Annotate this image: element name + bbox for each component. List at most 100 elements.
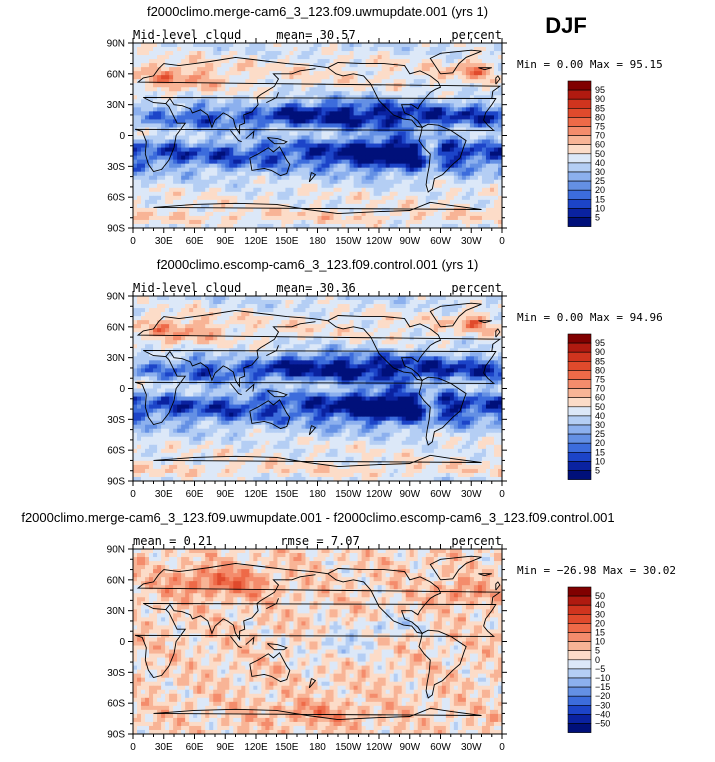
heatmap-cell [453,135,459,140]
heatmap-cell [349,79,354,84]
heatmap-cell [177,107,182,112]
heatmap-cell [405,111,411,116]
heatmap-cell [349,47,354,52]
heatmap-cell [365,135,371,140]
heatmap-cell [317,187,322,193]
heatmap-cell [149,43,154,48]
heatmap-cell [281,47,286,52]
heatmap-cell [177,111,182,116]
heatmap-cell [253,300,258,305]
heatmap-cell [333,103,338,108]
heatmap-cell [217,99,222,104]
heatmap-cell [301,91,306,96]
heatmap-cell [485,151,491,157]
heatmap-cell [317,47,322,52]
heatmap-cell [389,151,395,157]
heatmap-cell [421,223,427,229]
heatmap-cell [177,135,182,140]
heatmap-cell [181,219,186,225]
heatmap-cell [409,175,415,181]
heatmap-cell [253,75,258,80]
heatmap-cell [233,187,238,193]
heatmap-cell [489,119,495,124]
heatmap-cell [137,151,142,157]
heatmap-cell [497,139,503,144]
heatmap-cell [301,111,306,116]
heatmap-cell [437,159,443,165]
heatmap-cell [181,71,186,76]
heatmap-cell [349,211,354,217]
heatmap-cell [189,215,194,221]
heatmap-cell [381,143,387,148]
heatmap-cell [173,47,178,52]
heatmap-cell [161,131,166,136]
heatmap-cell [161,320,166,325]
heatmap-cell [297,111,302,116]
heatmap-cell [165,115,170,120]
heatmap-cell [277,159,282,165]
heatmap-cell [293,179,298,185]
heatmap-cell [301,135,306,140]
heatmap-cell [233,199,238,205]
heatmap-cell [157,191,162,197]
heatmap-cell [229,143,234,148]
heatmap-cell [449,103,455,108]
heatmap-cell [137,147,142,152]
heatmap-cell [149,91,154,96]
heatmap-cell [441,183,447,189]
heatmap-cell [433,47,439,52]
heatmap-cell [157,171,162,177]
heatmap-cell [497,91,503,96]
heatmap-cell [445,91,451,96]
heatmap-cell [341,155,346,161]
heatmap-cell [393,171,399,177]
heatmap-cell [441,179,447,185]
heatmap-cell [389,143,395,148]
heatmap-cell [389,163,395,169]
heatmap-cell [217,296,222,301]
heatmap-cell [429,219,435,225]
heatmap-cell [225,43,230,48]
heatmap-cell [177,159,182,165]
heatmap-cell [217,59,222,64]
heatmap-cell [497,71,503,76]
heatmap-cell [365,47,371,52]
heatmap-cell [373,95,379,100]
heatmap-cell [385,191,391,197]
heatmap-cell [233,167,238,173]
heatmap-cell [285,143,290,148]
panel-title: f2000climo.escomp-cam6_3_123.f09.control… [157,257,479,272]
heatmap-cell [477,83,483,88]
heatmap-cell [473,91,479,96]
heatmap-cell [433,159,439,165]
heatmap-cell [261,99,266,104]
heatmap-cell [441,147,447,152]
heatmap-cell [329,47,334,52]
heatmap-cell [281,159,286,165]
heatmap-cell [233,215,238,221]
heatmap-cell [437,215,443,221]
heatmap-cell [161,211,166,217]
heatmap-cell [397,219,403,225]
heatmap-cell [261,312,266,317]
heatmap-cell [225,103,230,108]
heatmap-cell [445,47,451,52]
heatmap-cell [409,199,415,205]
heatmap-cell [481,300,487,305]
heatmap-cell [201,211,206,217]
heatmap-cell [329,199,334,205]
heatmap-cell [325,63,330,68]
heatmap-cell [489,203,495,209]
heatmap-cell [253,175,258,181]
heatmap-cell [441,139,447,144]
heatmap-cell [137,316,142,321]
heatmap-cell [321,131,326,136]
heatmap-cell [449,304,455,309]
heatmap-cell [393,179,399,185]
heatmap-cell [225,143,230,148]
heatmap-cell [225,296,230,301]
heatmap-cell [457,87,463,92]
heatmap-cell [385,219,391,225]
heatmap-cell [429,163,435,169]
heatmap-cell [309,43,314,48]
